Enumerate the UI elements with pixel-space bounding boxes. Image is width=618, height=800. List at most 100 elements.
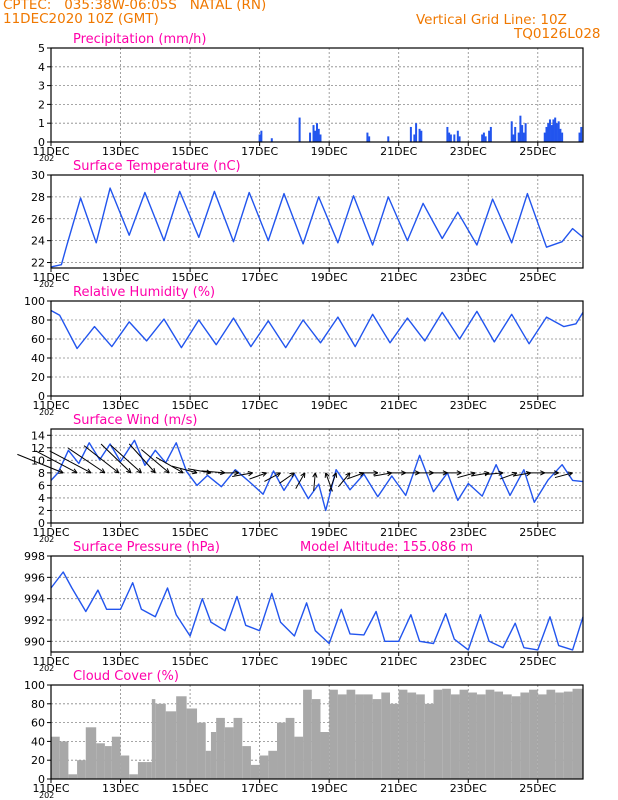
wind-arrowhead: [128, 468, 132, 474]
cloud-bar: [476, 694, 486, 779]
precip-bar: [512, 134, 515, 142]
cloud-bar: [468, 692, 477, 779]
precip-bar: [258, 134, 261, 142]
y-tick-label: 40: [31, 735, 45, 748]
precip-bar: [270, 138, 273, 142]
cloud-bar: [104, 746, 112, 779]
precip-bar: [557, 121, 560, 142]
wind-arrowhead: [234, 470, 239, 474]
y-tick-label: 4: [38, 61, 45, 74]
cloud-bar: [494, 691, 504, 779]
precip-bar: [519, 115, 522, 142]
cloud-bar: [511, 696, 521, 779]
y-tick-label: 990: [24, 635, 45, 648]
wind-vector: [554, 472, 573, 479]
cloud-bar: [233, 717, 243, 779]
precip-bar: [522, 132, 525, 142]
y-tick-label: 100: [24, 679, 45, 692]
y-tick-label: 0: [38, 390, 45, 403]
y-tick-label: 24: [31, 235, 45, 248]
precip-bar: [548, 119, 551, 142]
year-label: 202: [39, 535, 54, 544]
wind-arrowhead: [206, 472, 212, 475]
x-tick-label: 25DEC: [519, 782, 556, 795]
x-tick-label: 19DEC: [311, 271, 348, 284]
x-tick-label: 23DEC: [450, 145, 487, 158]
precip-bar: [420, 130, 423, 142]
x-tick-label: 15DEC: [172, 526, 209, 539]
y-tick-label: 2: [38, 98, 45, 111]
x-tick-label: 25DEC: [519, 145, 556, 158]
precip-bar: [260, 130, 263, 142]
x-tick-label: 23DEC: [450, 655, 487, 668]
x-tick-label: 19DEC: [311, 655, 348, 668]
wind-arrowhead: [234, 472, 239, 476]
wind-arrowhead: [192, 472, 198, 475]
precip-bar: [524, 123, 527, 142]
panel-pres: [47, 555, 584, 656]
precip-bar: [317, 128, 320, 142]
wind-vector: [337, 472, 351, 488]
series-line-rh: [50, 309, 584, 350]
x-tick-label: 25DEC: [519, 271, 556, 284]
wind-vector: [187, 468, 212, 474]
x-tick-label: 23DEC: [450, 399, 487, 412]
y-tick-label: 8: [38, 467, 45, 480]
cloud-bar: [242, 746, 251, 779]
wind-arrowhead: [136, 470, 142, 474]
panel-title: Surface Temperature (nC): [73, 159, 241, 174]
x-tick-label: 21DEC: [380, 655, 417, 668]
x-tick-label: 25DEC: [519, 526, 556, 539]
y-tick-label: 0: [38, 773, 45, 786]
wind-arrowhead: [511, 471, 517, 474]
x-tick-label: 15DEC: [172, 655, 209, 668]
wind-vector: [328, 472, 337, 492]
x-tick-label: 17DEC: [241, 271, 278, 284]
wind-vector: [141, 449, 170, 474]
cloud-bar: [176, 696, 187, 779]
x-tick-label: 13DEC: [102, 145, 139, 158]
wind-arrowhead: [373, 470, 379, 474]
precip-bar: [458, 136, 461, 142]
wind-arrowhead: [360, 472, 365, 477]
x-tick-label: 17DEC: [241, 145, 278, 158]
panel-precip: [47, 47, 584, 146]
y-tick-label: 26: [31, 213, 45, 226]
cloud-bar: [390, 703, 399, 779]
panel-frame: [50, 428, 584, 524]
x-tick-label: 23DEC: [450, 782, 487, 795]
wind-vector: [249, 472, 267, 480]
precip-bar: [482, 132, 485, 142]
panel-frame: [50, 174, 584, 269]
precip-bar: [309, 132, 312, 142]
x-tick-label: 25DEC: [519, 399, 556, 412]
cloud-bar: [59, 741, 69, 779]
wind-arrowhead: [116, 468, 120, 474]
y-tick-label: 60: [31, 717, 45, 730]
x-tick-label: 15DEC: [172, 782, 209, 795]
y-tick-label: 998: [24, 550, 45, 563]
model-code: TQ0126L028: [514, 26, 601, 42]
x-tick-label: 19DEC: [311, 399, 348, 412]
y-tick-label: 0: [38, 517, 45, 530]
precip-bar: [517, 132, 520, 142]
panel-title: Precipitation (mm/h): [73, 32, 206, 47]
x-tick-label: 11DEC: [32, 145, 69, 158]
y-tick-label: 20: [31, 371, 45, 384]
precip-bar: [578, 132, 581, 142]
precip-bar: [298, 117, 301, 142]
wind-arrowhead: [314, 472, 318, 478]
cloud-bar: [146, 762, 152, 779]
wind-arrowhead: [312, 472, 316, 478]
cloud-bar: [111, 736, 121, 779]
precip-bar: [554, 117, 557, 142]
wind-arrowhead: [261, 471, 267, 474]
x-tick-label: 19DEC: [311, 782, 348, 795]
cloud-bar: [433, 689, 443, 779]
grid-note: Vertical Grid Line: 10Z: [416, 12, 567, 28]
precip-bar: [552, 119, 555, 142]
wind-arrowhead: [456, 470, 462, 474]
run-datetime: 11DEC2020 10Z (GMT): [3, 11, 159, 27]
wind-vector: [279, 472, 295, 484]
precip-bar: [409, 126, 412, 142]
